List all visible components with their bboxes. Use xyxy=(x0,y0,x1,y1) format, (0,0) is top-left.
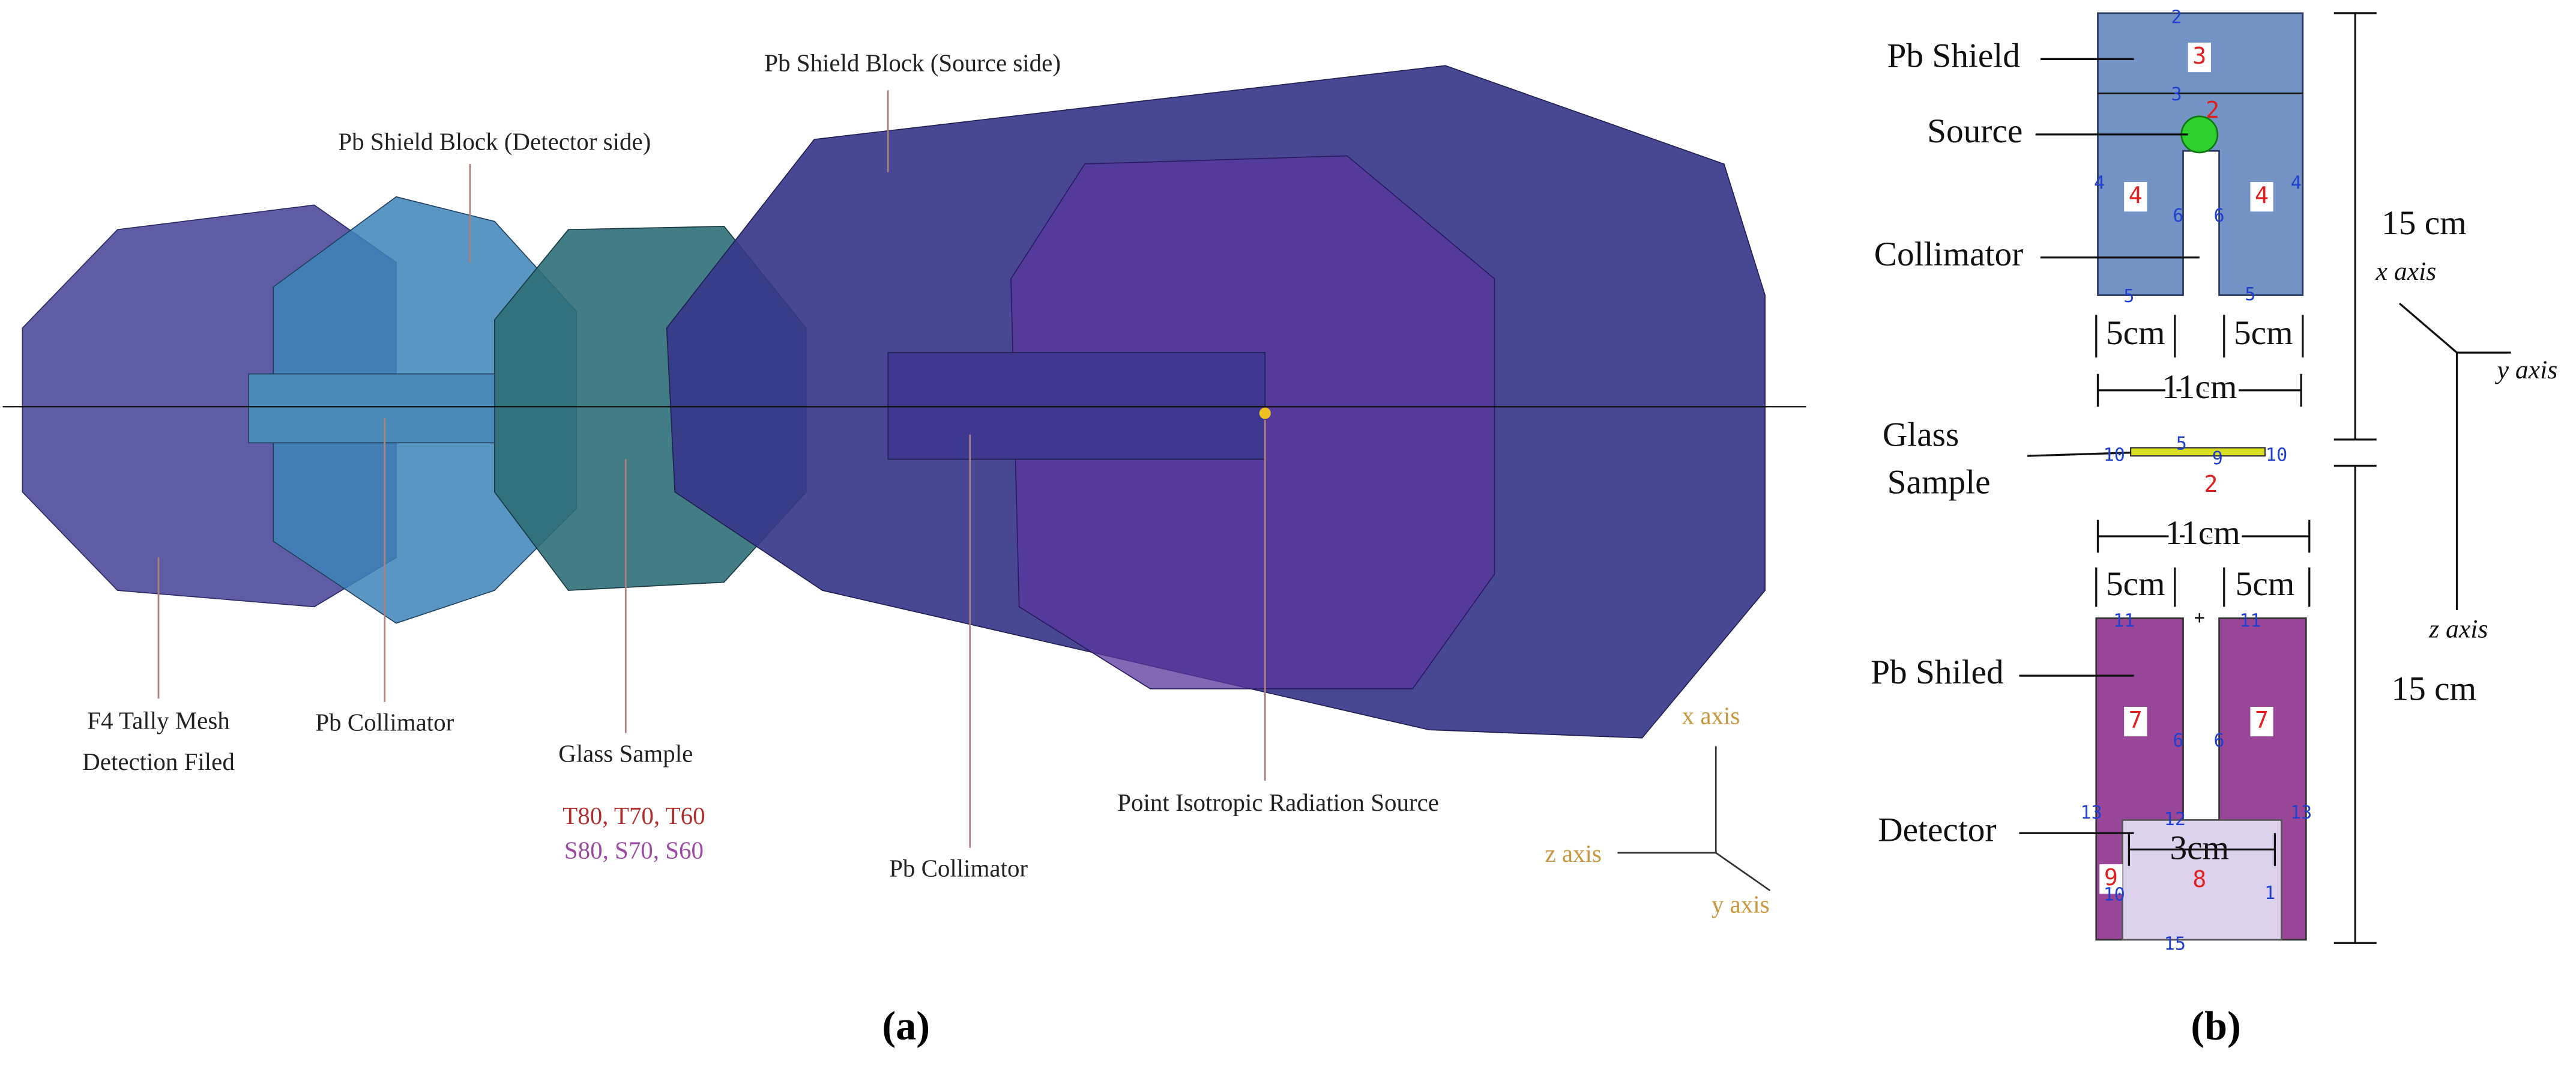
label: 11cm xyxy=(2162,368,2237,406)
axis-triad xyxy=(1617,746,1771,891)
label: Glass xyxy=(1883,416,1959,453)
cell-number: 6 xyxy=(2214,730,2225,751)
label: Detector xyxy=(1878,811,1996,849)
label: Pb Collimator xyxy=(315,708,454,736)
cell-number: 6 xyxy=(2214,205,2225,226)
cell-number: 15 xyxy=(2164,933,2186,954)
label: y axis xyxy=(2495,356,2558,384)
point-source xyxy=(1259,407,1271,419)
cell-number: 3 xyxy=(2192,43,2206,70)
cell-number: 2 xyxy=(2206,97,2219,124)
cell-number: 6 xyxy=(2173,205,2183,226)
collimator-bore xyxy=(248,373,495,444)
label: Glass Sample xyxy=(558,739,693,767)
cell-label-box xyxy=(2250,182,2273,212)
label: Source xyxy=(1927,112,2022,150)
label: 5cm xyxy=(2236,565,2295,603)
leader-lines xyxy=(2019,58,2200,834)
cell-number: 8 xyxy=(2192,867,2206,893)
cell-number: 1 xyxy=(2264,883,2275,904)
label: Collimator xyxy=(1874,235,2023,273)
label: S80, S70, S60 xyxy=(564,836,704,864)
cell-number: 2 xyxy=(2171,7,2182,28)
cell-label-box xyxy=(2124,706,2147,737)
collimator-bore xyxy=(887,352,1266,460)
cell-label-box xyxy=(2099,864,2123,894)
cell-number: 7 xyxy=(2255,707,2269,734)
cell-number: 11 xyxy=(2239,610,2261,631)
label: 3cm xyxy=(2170,829,2229,867)
detector xyxy=(2122,819,2282,941)
label: (b) xyxy=(2191,1003,2240,1049)
cell-number: 3 xyxy=(2171,84,2182,105)
cell-number: 10 xyxy=(2266,445,2287,466)
label: 5cm xyxy=(2106,314,2165,352)
dimension-lines xyxy=(2095,12,2511,944)
label: T80, T70, T60 xyxy=(563,802,705,829)
label: Pb Shield xyxy=(1887,37,2019,74)
cell-number: 6 xyxy=(2173,730,2183,751)
label: 5cm xyxy=(2106,565,2165,603)
upper-shield xyxy=(2097,12,2304,296)
panel-a xyxy=(2,65,1806,891)
cell-number: 2 xyxy=(2204,471,2218,498)
label: Point Isotropic Radiation Source xyxy=(1117,789,1439,816)
label: Pb Shield Block (Detector side) xyxy=(338,128,651,156)
cell-number: 4 xyxy=(2129,183,2143,209)
cell-number: 4 xyxy=(2255,183,2269,209)
cell-number: 13 xyxy=(2290,802,2312,823)
cell-number: 7 xyxy=(2129,707,2143,734)
cell-number: 11 xyxy=(2113,610,2135,631)
label: F4 Tally Mesh xyxy=(87,707,230,734)
cell-number: 5 xyxy=(2245,284,2255,305)
label: x axis xyxy=(2375,257,2437,286)
label: y axis xyxy=(1712,891,1770,918)
label: x axis xyxy=(1682,701,1740,729)
cell-number: 9 xyxy=(2104,865,2118,891)
cell-number: 9 xyxy=(2212,448,2223,469)
label: Sample xyxy=(1887,463,1991,501)
cell-number: 10 xyxy=(2104,445,2125,466)
label: z axis xyxy=(1545,840,1601,867)
label: 15 cm xyxy=(2391,670,2476,708)
cell-label-box xyxy=(2124,182,2147,212)
cell-number: 10 xyxy=(2104,885,2125,906)
panel-b xyxy=(2019,12,2511,944)
cell-label-box xyxy=(2250,706,2273,737)
label: 15 cm xyxy=(2381,204,2467,242)
label: Pb Shiled xyxy=(1871,653,2003,691)
label: (a) xyxy=(882,1003,930,1049)
cell-number: + xyxy=(2194,607,2205,628)
label: Pb Shield Block (Source side) xyxy=(764,49,1061,77)
cell-number: 4 xyxy=(2291,172,2302,193)
label: Pb Collimator xyxy=(889,854,1028,882)
cell-label-box xyxy=(2188,43,2211,73)
cell-number: 5 xyxy=(2123,286,2134,307)
label: Detection Filed xyxy=(82,748,235,775)
cell-number: 12 xyxy=(2164,809,2186,830)
label: 11cm xyxy=(2165,514,2240,552)
cell-number: 5 xyxy=(2176,434,2187,455)
label: 5cm xyxy=(2234,314,2293,352)
label: z axis xyxy=(2428,614,2488,643)
cell-number: 4 xyxy=(2094,172,2105,193)
glass-slab xyxy=(2130,447,2266,457)
cell-number: 13 xyxy=(2080,802,2102,823)
